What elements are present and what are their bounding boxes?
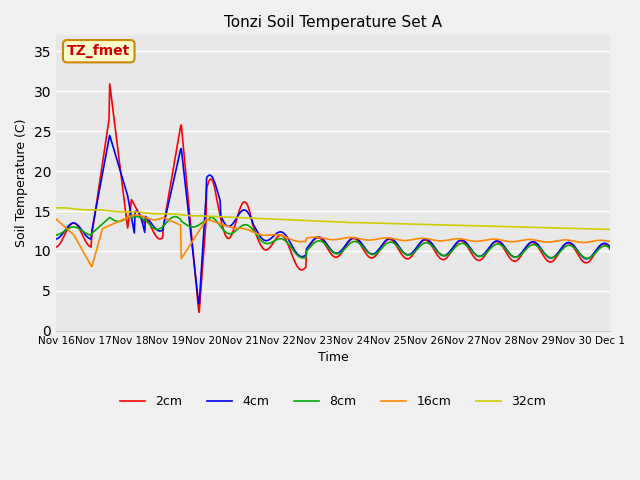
16cm [606,239,614,244]
Legend: 2cm, 4cm, 8cm, 16cm, 32cm: 2cm, 4cm, 8cm, 16cm, 32cm [115,390,551,413]
32cm [131,209,138,215]
2cm [465,245,472,251]
2cm [106,81,113,87]
32cm [606,227,614,232]
2cm [131,202,138,208]
8cm [464,243,472,249]
4cm [195,301,203,307]
Title: Tonzi Soil Temperature Set A: Tonzi Soil Temperature Set A [224,15,442,30]
32cm [54,205,62,211]
16cm [54,218,62,224]
32cm [289,217,297,223]
8cm [131,214,138,220]
8cm [52,232,60,238]
32cm [52,205,60,211]
16cm [451,236,459,242]
4cm [311,236,319,241]
Line: 4cm: 4cm [56,135,610,304]
2cm [451,243,459,249]
Y-axis label: Soil Temperature (C): Soil Temperature (C) [15,119,28,247]
32cm [310,218,318,224]
2cm [290,257,298,263]
2cm [606,246,614,252]
4cm [290,246,298,252]
4cm [606,244,614,250]
2cm [54,243,62,249]
32cm [56,205,63,211]
4cm [106,132,113,138]
16cm [88,264,95,270]
16cm [132,212,140,218]
4cm [131,230,138,236]
4cm [52,236,60,242]
2cm [311,236,319,242]
4cm [465,242,472,248]
16cm [311,234,319,240]
8cm [584,255,591,261]
16cm [465,238,472,243]
8cm [289,247,297,253]
16cm [290,238,298,243]
8cm [606,245,614,251]
Line: 8cm: 8cm [56,216,610,258]
8cm [54,232,62,238]
32cm [451,222,458,228]
Line: 32cm: 32cm [56,208,610,229]
8cm [310,240,318,246]
Line: 2cm: 2cm [56,84,610,312]
4cm [451,242,459,248]
Text: TZ_fmet: TZ_fmet [67,44,131,58]
Line: 16cm: 16cm [56,215,610,267]
2cm [195,310,203,315]
4cm [54,235,62,241]
16cm [52,216,60,222]
2cm [52,244,60,250]
X-axis label: Time: Time [317,351,348,364]
8cm [127,213,134,218]
16cm [131,212,138,218]
8cm [451,246,458,252]
32cm [464,223,472,228]
